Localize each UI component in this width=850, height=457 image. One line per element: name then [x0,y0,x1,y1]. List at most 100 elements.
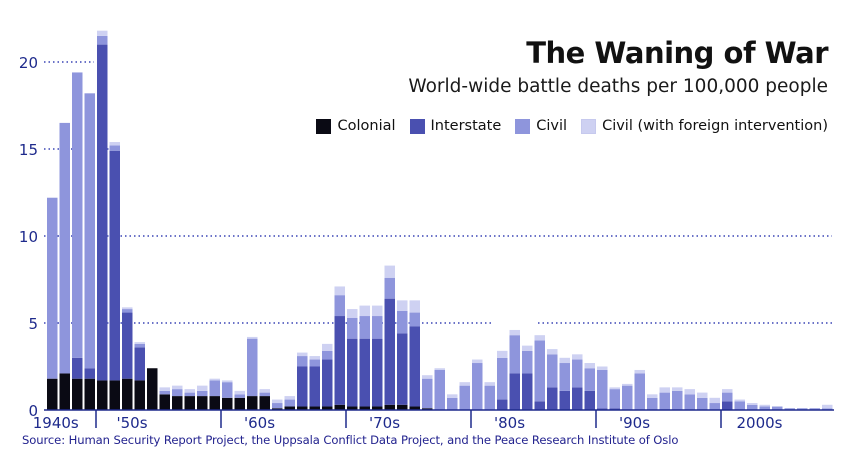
bar-1956-colonial [172,396,183,410]
legend-item-civil: Civil [515,118,567,134]
bar-1989-civil-with-foreign-intervention- [584,363,595,369]
bar-1958-colonial [197,396,208,410]
bar-2002-civil-with-foreign-intervention- [747,403,758,405]
bar-2003-civil-with-foreign-intervention- [759,404,770,407]
bar-1987-civil-with-foreign-intervention- [559,357,570,364]
bar-1993-civil-with-foreign-intervention- [634,369,645,374]
bar-1958-civil [197,390,208,397]
bar-1978-civil [447,397,458,410]
bar-1982-civil [497,357,508,400]
bar-1970-interstate [347,338,358,407]
bar-1995-civil-with-foreign-intervention- [659,387,670,393]
legend-swatch-civil-intervention [581,118,597,134]
bar-1962-colonial [247,396,258,410]
bar-1999-civil [709,403,720,410]
bar-1985-civil [534,340,545,402]
bar-1955-civil-with-foreign-intervention- [159,387,170,391]
bar-1973-civil-with-foreign-intervention- [384,265,395,278]
bar-1990-civil [597,369,608,409]
bar-2000-interstate [722,401,733,410]
x-tick-label-3: '70s [369,414,400,432]
bar-1955-colonial [159,394,170,410]
bar-1965-civil [284,399,295,407]
bar-2008-civil-with-foreign-intervention- [822,404,833,409]
bar-1962-civil-with-foreign-intervention- [247,336,258,339]
bar-1972-interstate [372,338,383,407]
bar-1992-civil-with-foreign-intervention- [622,383,633,386]
bar-1973-colonial [384,404,395,410]
bar-1991-civil-with-foreign-intervention- [609,387,620,390]
bar-1997-civil [684,394,695,410]
legend-swatch-colonial [316,118,332,134]
bar-1956-civil [172,389,183,397]
bar-1953-interstate [134,347,145,381]
bar-1952-civil [122,309,133,313]
bar-1994-civil-with-foreign-intervention- [647,394,658,398]
bar-1955-civil [159,390,170,395]
bar-1950-civil [97,35,108,45]
bar-1982-interstate [497,399,508,410]
bar-2001-civil-with-foreign-intervention- [734,399,745,402]
bar-1994-civil [647,397,658,410]
bar-1947-colonial [59,373,70,410]
bar-1983-civil-with-foreign-intervention- [509,329,520,336]
bar-1996-civil-with-foreign-intervention- [672,387,683,391]
bar-1980-civil [472,363,483,410]
bar-1976-colonial [422,408,433,410]
bar-1997-civil-with-foreign-intervention- [684,389,695,395]
bar-1953-civil [134,343,145,348]
bar-1988-interstate [572,387,583,410]
bar-1961-colonial [234,397,245,410]
bar-1961-civil [234,394,245,398]
bar-1977-civil-with-foreign-intervention- [434,368,445,370]
bar-2000-civil-with-foreign-intervention- [722,389,733,393]
x-tick-label-2: '60s [244,414,275,432]
bar-1946-colonial [47,378,58,410]
bar-1992-civil [622,385,633,410]
bar-1949-civil [84,93,95,369]
legend-swatch-civil [515,118,531,134]
bar-1986-civil-with-foreign-intervention- [547,349,558,355]
bar-1993-civil [634,373,645,410]
bar-1949-colonial [84,378,95,410]
bar-1963-civil [259,392,270,397]
legend-item-interstate: Interstate [409,118,501,134]
bar-2001-civil [734,401,745,410]
bar-1975-interstate [409,326,420,407]
bar-1966-interstate [297,366,308,407]
bar-1987-interstate [559,390,570,410]
bar-1974-civil-with-foreign-intervention- [397,300,408,311]
bar-1983-civil [509,335,520,374]
bar-1947-civil [59,122,70,374]
bar-1960-civil-with-foreign-intervention- [222,380,233,383]
bar-1959-civil-with-foreign-intervention- [209,378,220,381]
bar-1989-civil [584,368,595,391]
bar-1971-interstate [359,338,370,407]
bar-1951-civil-with-foreign-intervention- [109,142,120,146]
bar-1984-interstate [522,373,533,410]
bar-1949-interstate [84,368,95,379]
bar-1964-civil [272,403,283,409]
bar-2000-civil [722,392,733,402]
bar-1952-colonial [122,378,133,410]
bar-1983-interstate [509,373,520,410]
bar-1968-civil [322,350,333,360]
bar-1972-civil [372,316,383,339]
bar-1984-civil [522,350,533,374]
bar-1967-interstate [309,366,320,407]
legend-item-colonial: Colonial [316,118,396,134]
bar-1967-civil-with-foreign-intervention- [309,356,320,360]
bar-1957-colonial [184,396,195,410]
bar-1986-interstate [547,387,558,410]
x-tick-label-1: '50s [116,414,147,432]
x-tick-label-4: '80s [494,414,525,432]
bar-1979-civil [459,385,470,410]
bar-1962-civil [247,338,258,397]
bar-1969-colonial [334,404,345,410]
bar-1958-civil-with-foreign-intervention- [197,385,208,391]
bar-1960-civil [222,382,233,398]
bar-1951-civil [109,145,120,151]
bar-1951-interstate [109,150,120,381]
bar-1966-civil [297,356,308,367]
